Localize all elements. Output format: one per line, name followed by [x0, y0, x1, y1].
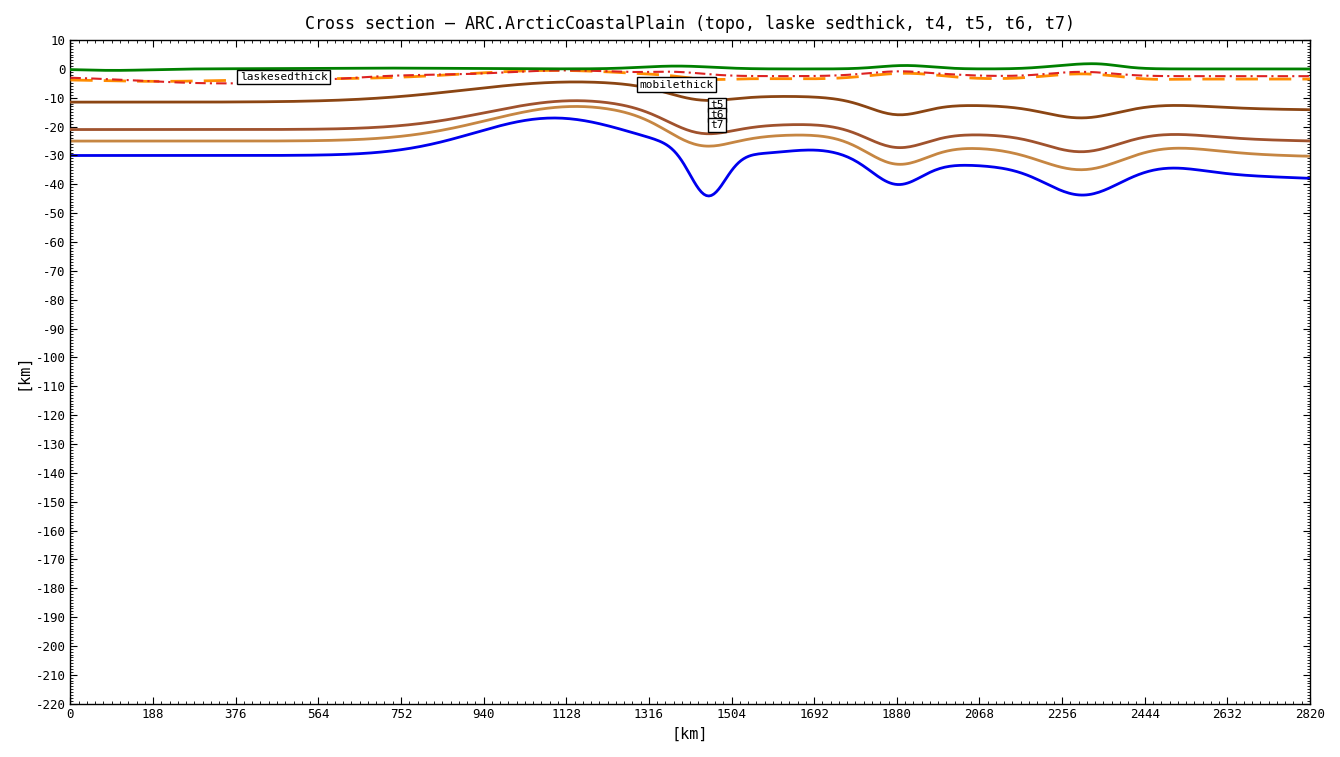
Text: t5: t5: [710, 100, 724, 110]
Text: t7: t7: [710, 120, 724, 130]
Text: mobilethick: mobilethick: [639, 79, 714, 90]
Text: t6: t6: [710, 110, 724, 120]
Text: laskesedthick: laskesedthick: [240, 72, 327, 82]
X-axis label: [km]: [km]: [671, 727, 709, 742]
Y-axis label: [km]: [km]: [15, 354, 29, 390]
Title: Cross section – ARC.ArcticCoastalPlain (topo, laske sedthick, t4, t5, t6, t7): Cross section – ARC.ArcticCoastalPlain (…: [306, 15, 1075, 33]
